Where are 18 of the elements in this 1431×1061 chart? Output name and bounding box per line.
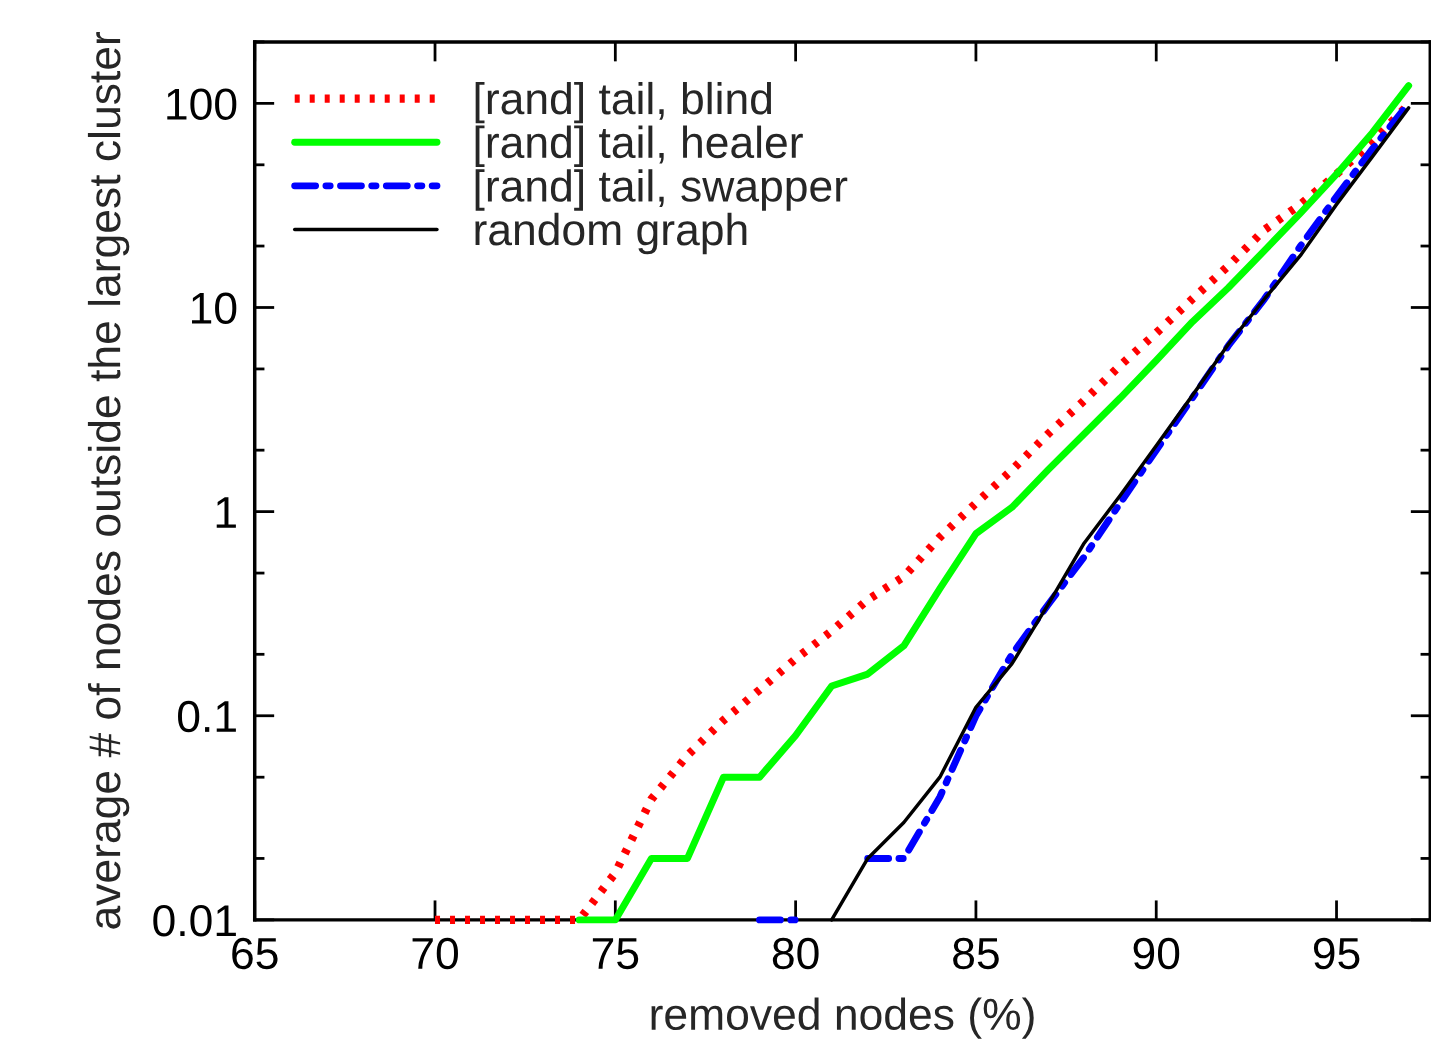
y-tick-label: 0.1 bbox=[178, 700, 236, 733]
x-axis-title: removed nodes (%) bbox=[651, 997, 1034, 1039]
x-tick-label: 90 bbox=[1133, 937, 1180, 970]
x-tick-label: 65 bbox=[232, 937, 278, 970]
y-tick-label: 10 bbox=[192, 292, 237, 325]
legend-label: random graph bbox=[475, 212, 747, 255]
x-tick-label: 70 bbox=[412, 937, 458, 970]
x-tick-label: 95 bbox=[1313, 937, 1360, 970]
y-tick-label: 100 bbox=[167, 88, 237, 120]
legend-label: [rand] tail, healer bbox=[475, 125, 803, 167]
x-tick-label: 75 bbox=[592, 938, 639, 970]
y-tick-label: 1 bbox=[216, 497, 236, 528]
y-tick-label: 0.01 bbox=[153, 904, 236, 937]
x-tick-label: 80 bbox=[772, 937, 819, 970]
legend-label: [rand] tail, swapper bbox=[475, 169, 848, 211]
y-axis-title: average # of nodes outside the largest cluster bbox=[87, 31, 130, 929]
x-tick-label: 85 bbox=[953, 937, 999, 970]
legend-label: [rand] tail, blind bbox=[475, 81, 772, 124]
